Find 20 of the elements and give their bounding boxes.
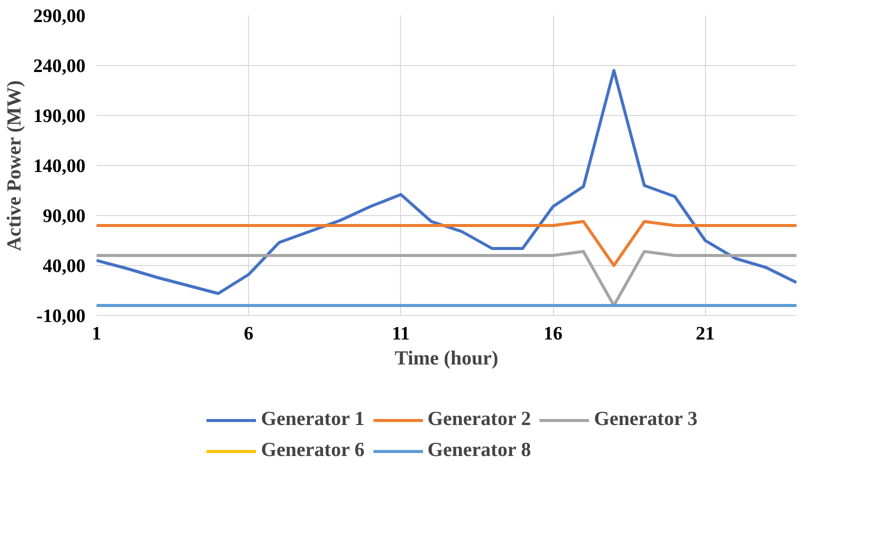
legend-label: Generator 2 <box>428 408 531 431</box>
x-tick-label: 21 <box>696 324 715 344</box>
legend-label: Generator 1 <box>261 408 364 431</box>
y-tick-label: 290,00 <box>33 6 86 27</box>
y-tick-label: 140,00 <box>33 156 86 177</box>
x-axis-title: Time (hour) <box>394 348 498 370</box>
legend-label: Generator 3 <box>594 408 698 431</box>
y-axis-title: Active Power (MW) <box>3 80 26 252</box>
line-series <box>96 69 796 295</box>
legend-label: Generator 8 <box>428 439 531 462</box>
x-tick-label: 11 <box>392 324 410 344</box>
legend-label: Generator 6 <box>261 439 364 462</box>
x-tick-label: 1 <box>92 324 102 344</box>
y-tick-label: 190,00 <box>33 106 86 127</box>
x-tick-label: 6 <box>244 324 254 344</box>
y-tick-label: 40,00 <box>42 256 86 277</box>
y-tick-label: -10,00 <box>36 306 86 327</box>
y-tick-label: 240,00 <box>33 56 86 77</box>
y-tick-label: 90,00 <box>42 206 86 227</box>
x-tick-label: 16 <box>544 324 563 344</box>
